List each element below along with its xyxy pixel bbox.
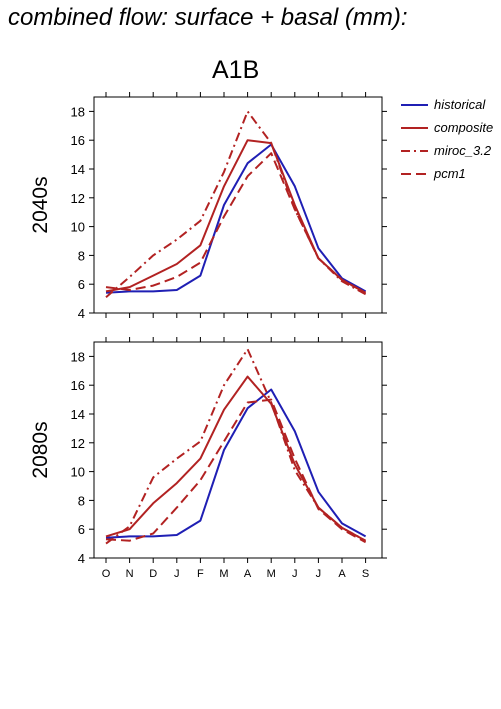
panel-label-2040s: 2040s: [29, 176, 52, 233]
x-tick-label: O: [102, 568, 111, 580]
series-line-pcm1-2040s: [105, 152, 367, 294]
y-tick-label: 12: [71, 191, 85, 206]
y-tick-label: 12: [71, 436, 85, 451]
legend-label-composite: composite: [434, 120, 493, 135]
y-tick-label: 14: [71, 162, 85, 177]
x-tick-label: J: [316, 568, 322, 580]
plot-frame-2080s: [93, 341, 383, 559]
x-tick-label: J: [292, 568, 298, 580]
series-line-historical-2040s: [105, 143, 367, 294]
legend-label-miroc_3.2: miroc_3.2: [434, 143, 492, 158]
x-tick-label: D: [149, 568, 157, 580]
series-line-composite-2040s: [105, 139, 367, 294]
y-tick-label: 18: [71, 349, 85, 364]
chart-subtitle: A1B: [212, 56, 260, 84]
x-tick-label: M: [267, 568, 276, 580]
x-tick-label: J: [174, 568, 180, 580]
y-tick-label: 8: [78, 493, 85, 508]
y-tick-label: 14: [71, 407, 85, 422]
series-line-historical-2080s: [105, 388, 367, 539]
y-tick-label: 16: [71, 133, 85, 148]
x-tick-label: F: [197, 568, 204, 580]
x-tick-label: A: [244, 568, 252, 580]
panel-label-2080s: 2080s: [29, 421, 52, 478]
y-tick-label: 10: [71, 465, 85, 480]
series-line-pcm1-2080s: [105, 398, 367, 544]
x-tick-label: S: [362, 568, 369, 580]
y-tick-label: 18: [71, 104, 85, 119]
y-tick-label: 6: [78, 277, 85, 292]
plot-frame-2040s: [93, 96, 383, 314]
y-tick-label: 10: [71, 220, 85, 235]
y-tick-label: 8: [78, 248, 85, 263]
series-line-miroc_3.2-2080s: [105, 348, 367, 545]
y-tick-label: 4: [78, 306, 85, 321]
x-tick-label: M: [219, 568, 228, 580]
y-tick-label: 4: [78, 551, 85, 566]
x-tick-label: N: [126, 568, 134, 580]
y-tick-label: 6: [78, 522, 85, 537]
y-tick-label: 16: [71, 378, 85, 393]
legend-label-pcm1: pcm1: [433, 166, 466, 181]
chart-title: combined flow: surface + basal (mm):: [8, 4, 408, 31]
x-tick-label: A: [338, 568, 346, 580]
series-line-miroc_3.2-2040s: [105, 110, 367, 298]
legend-label-historical: historical: [434, 97, 486, 112]
